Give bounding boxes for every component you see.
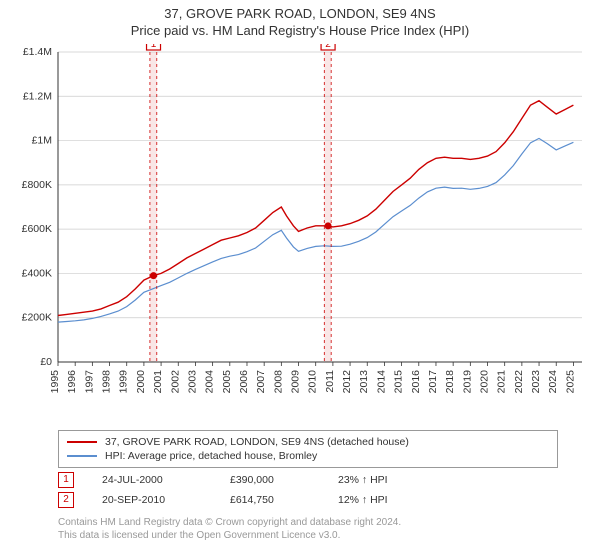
svg-text:£1.2M: £1.2M	[23, 90, 52, 102]
svg-text:2016: 2016	[410, 370, 422, 394]
svg-text:2002: 2002	[169, 370, 181, 394]
legend-swatch	[67, 455, 97, 457]
transaction-badge-icon: 1	[58, 472, 74, 488]
svg-text:£0: £0	[40, 356, 52, 368]
svg-text:1: 1	[151, 44, 157, 50]
svg-text:£400K: £400K	[22, 267, 52, 279]
svg-text:1996: 1996	[66, 370, 78, 394]
svg-text:2021: 2021	[496, 370, 508, 394]
svg-text:2010: 2010	[307, 370, 319, 394]
transaction-pct: 12% ↑ HPI	[338, 494, 438, 506]
legend-row: HPI: Average price, detached house, Brom…	[67, 449, 549, 463]
svg-text:£1M: £1M	[32, 135, 52, 147]
svg-text:2005: 2005	[221, 370, 233, 394]
svg-text:2014: 2014	[375, 370, 387, 394]
transaction-price: £614,750	[230, 494, 310, 506]
transaction-pct: 23% ↑ HPI	[338, 474, 438, 486]
transaction-date: 24-JUL-2000	[102, 474, 202, 486]
legend-row: 37, GROVE PARK ROAD, LONDON, SE9 4NS (de…	[67, 435, 549, 449]
attribution-line: Contains HM Land Registry data © Crown c…	[58, 516, 578, 529]
svg-text:2024: 2024	[547, 370, 559, 394]
chart-container: 37, GROVE PARK ROAD, LONDON, SE9 4NS Pri…	[0, 0, 600, 560]
svg-text:2003: 2003	[186, 370, 198, 394]
svg-text:£1.4M: £1.4M	[23, 46, 52, 58]
svg-text:2020: 2020	[479, 370, 491, 394]
svg-text:2009: 2009	[290, 370, 302, 394]
transaction-price: £390,000	[230, 474, 310, 486]
legend-box: 37, GROVE PARK ROAD, LONDON, SE9 4NS (de…	[58, 430, 558, 468]
transaction-row: 2 20-SEP-2010 £614,750 12% ↑ HPI	[58, 490, 558, 510]
svg-text:£200K: £200K	[22, 312, 52, 324]
svg-text:2000: 2000	[135, 370, 147, 394]
svg-text:2025: 2025	[564, 370, 576, 394]
svg-text:2012: 2012	[341, 370, 353, 394]
transaction-row: 1 24-JUL-2000 £390,000 23% ↑ HPI	[58, 470, 558, 490]
chart-area: £0 £200K £400K £600K £800K £1M £1.2M £1.4M 1995 1…	[0, 44, 600, 424]
transaction-badge-icon: 2	[58, 492, 74, 508]
svg-text:2011: 2011	[324, 370, 336, 393]
attribution-line: This data is licensed under the Open Gov…	[58, 529, 578, 542]
svg-text:1998: 1998	[101, 370, 113, 394]
svg-text:2008: 2008	[272, 370, 284, 394]
transaction-list: 1 24-JUL-2000 £390,000 23% ↑ HPI 2 20-SE…	[58, 470, 558, 510]
svg-text:2017: 2017	[427, 370, 439, 394]
svg-text:2023: 2023	[530, 370, 542, 394]
svg-text:2022: 2022	[513, 370, 525, 394]
svg-text:2013: 2013	[358, 370, 370, 394]
attribution-text: Contains HM Land Registry data © Crown c…	[58, 516, 578, 542]
svg-text:2007: 2007	[255, 370, 267, 394]
svg-text:£800K: £800K	[22, 179, 52, 191]
legend-swatch	[67, 441, 97, 443]
transaction-date: 20-SEP-2010	[102, 494, 202, 506]
svg-text:1999: 1999	[118, 370, 130, 394]
svg-text:2001: 2001	[152, 370, 164, 394]
svg-text:£600K: £600K	[22, 223, 52, 235]
svg-text:2: 2	[325, 44, 331, 50]
svg-text:2006: 2006	[238, 370, 250, 394]
chart-svg: £0 £200K £400K £600K £800K £1M £1.2M £1.4M 1995 1…	[0, 44, 600, 424]
legend-label: 37, GROVE PARK ROAD, LONDON, SE9 4NS (de…	[105, 436, 409, 448]
svg-text:2015: 2015	[393, 370, 405, 394]
title-sub: Price paid vs. HM Land Registry's House …	[0, 23, 600, 38]
title-block: 37, GROVE PARK ROAD, LONDON, SE9 4NS Pri…	[0, 0, 600, 38]
svg-text:2018: 2018	[444, 370, 456, 394]
svg-text:1995: 1995	[49, 370, 61, 394]
legend-label: HPI: Average price, detached house, Brom…	[105, 450, 317, 462]
svg-text:2019: 2019	[461, 370, 473, 394]
svg-text:1997: 1997	[83, 370, 95, 394]
svg-text:2004: 2004	[204, 370, 216, 394]
title-main: 37, GROVE PARK ROAD, LONDON, SE9 4NS	[0, 6, 600, 21]
